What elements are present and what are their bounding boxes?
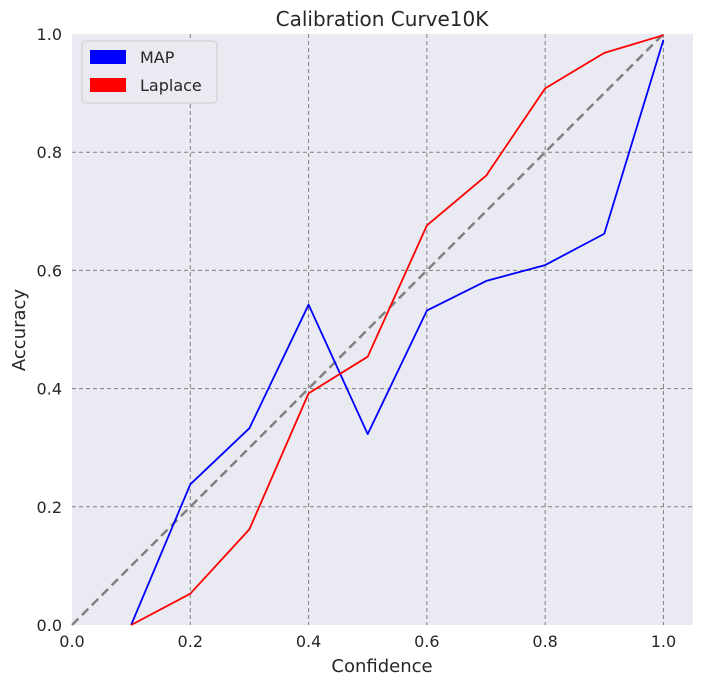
y-tick-label: 0.6 (37, 261, 62, 280)
plot-background (72, 34, 693, 625)
legend-label-laplace: Laplace (140, 76, 202, 95)
y-axis-label: Accuracy (9, 289, 30, 372)
legend-swatch-map (90, 50, 126, 64)
grid-layer (72, 34, 693, 625)
series-line-laplace (130, 34, 664, 626)
x-tick-label: 0.0 (59, 632, 84, 651)
y-tick-label: 0.4 (37, 380, 62, 399)
chart-title: Calibration Curve10K (276, 7, 490, 31)
x-tick-label: 1.0 (651, 632, 676, 651)
y-tick-label: 0.2 (37, 498, 62, 517)
legend-label-map: MAP (140, 48, 175, 67)
x-tick-label: 0.2 (178, 632, 203, 651)
legend: MAP Laplace (81, 40, 218, 104)
y-tick-label: 1.0 (37, 25, 62, 44)
legend-swatch-laplace (90, 78, 126, 92)
series-layer (130, 34, 665, 626)
x-tick-label: 0.6 (414, 632, 439, 651)
x-tick-label: 0.8 (532, 632, 557, 651)
x-tick-label: 0.4 (296, 632, 321, 651)
x-axis-label: Confidence (331, 656, 432, 677)
y-tick-label: 0.8 (37, 143, 62, 162)
tick-labels: 0.0 0.2 0.4 0.6 0.8 1.0 0.0 0.2 0.4 0.6 0.8 1.0 (37, 25, 677, 651)
series-line-map (130, 39, 665, 626)
y-tick-label: 0.0 (37, 616, 62, 635)
